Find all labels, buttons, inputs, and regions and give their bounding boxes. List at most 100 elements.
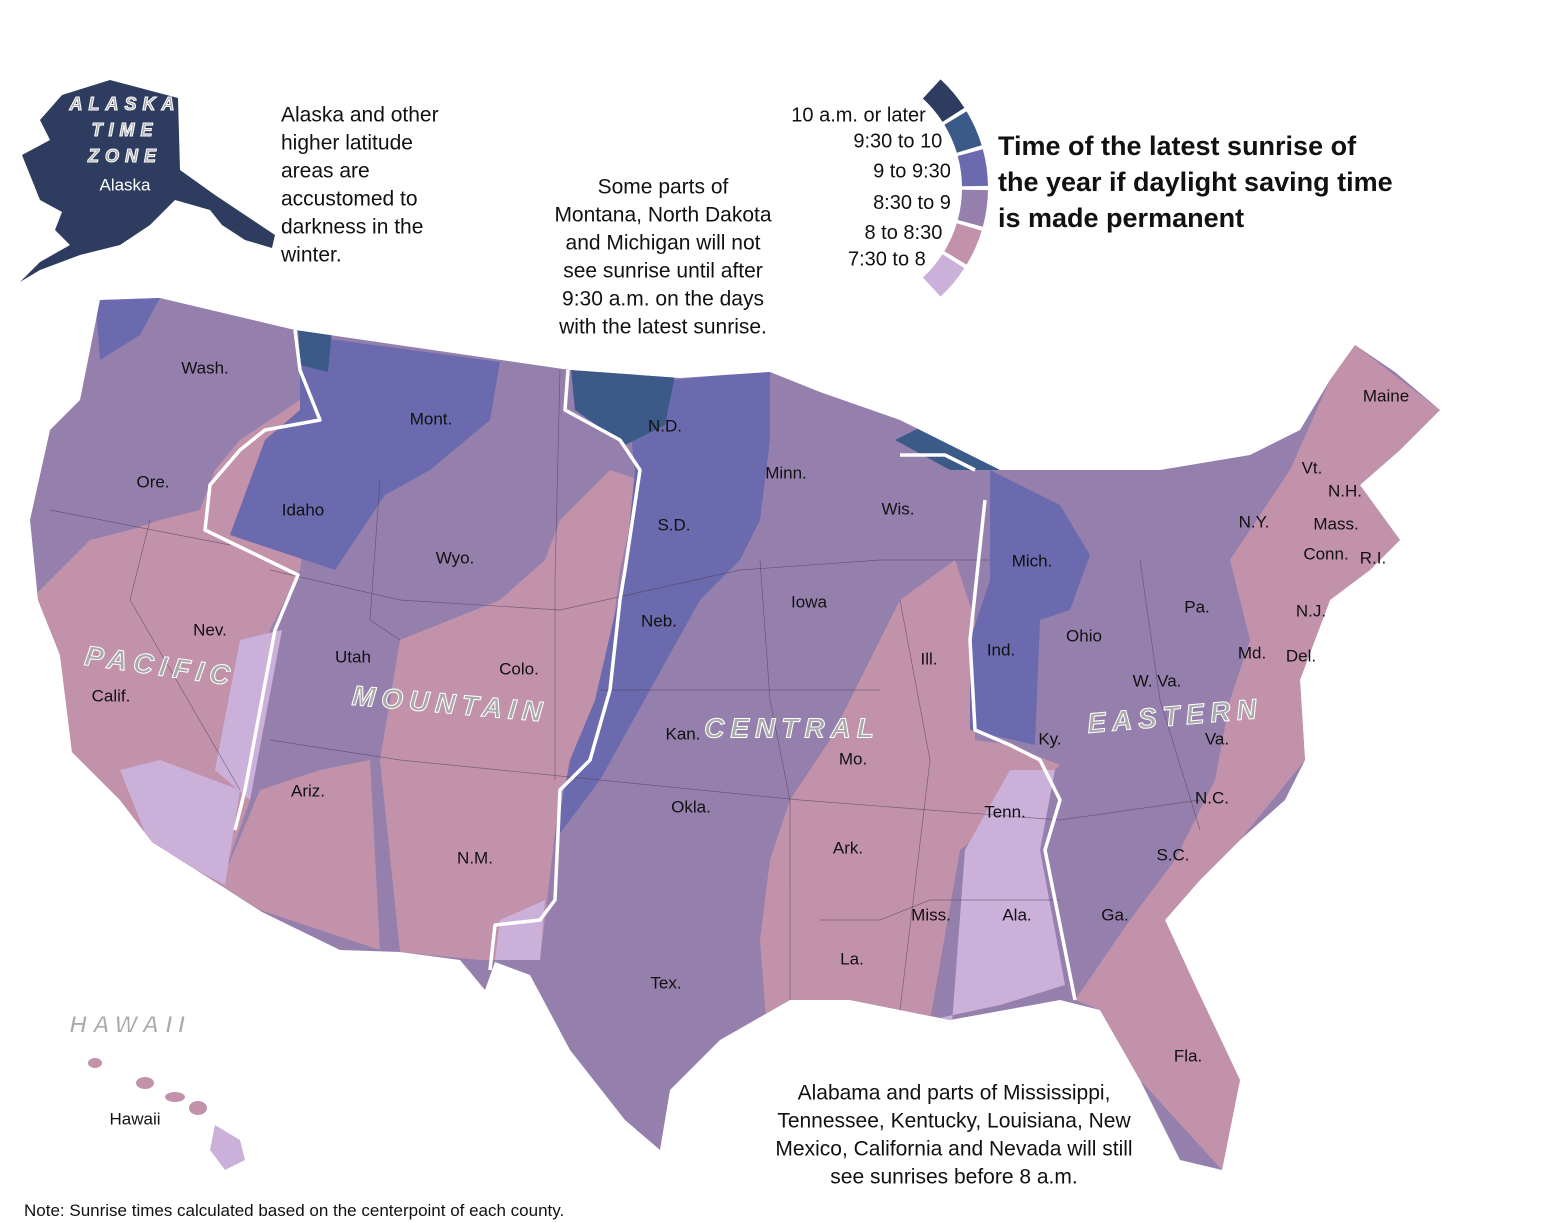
title: Time of the latest sunrise of the year i…: [998, 131, 1393, 233]
state-label: Kan.: [666, 724, 701, 743]
state-label: Minn.: [765, 463, 807, 482]
annotation: see sunrises before 8 a.m.: [830, 1166, 1077, 1189]
state-label: N.J.: [1296, 601, 1326, 620]
state-label: Miss.: [911, 905, 951, 924]
region: [1075, 345, 1440, 1170]
legend-swatch: [922, 254, 965, 297]
annotation: Some parts of: [598, 176, 729, 199]
island: [210, 1125, 245, 1170]
state-label: S.C.: [1156, 845, 1189, 864]
state-label: Wis.: [881, 499, 914, 518]
time-zone-border: [488, 369, 642, 971]
region: [570, 360, 675, 445]
region: [495, 900, 545, 960]
annotation: and Michigan will not: [566, 232, 761, 255]
region: [895, 420, 1000, 470]
state-label: Ariz.: [291, 781, 325, 800]
state-border: [269, 739, 1201, 821]
legend-swatch: [944, 111, 982, 153]
state-label: Ohio: [1066, 626, 1102, 645]
region: [230, 335, 500, 570]
annotation: darkness in the: [281, 216, 423, 239]
state-label: Utah: [335, 647, 371, 666]
state-label: Mass.: [1313, 514, 1358, 533]
hawaii: HAWAII Hawaii: [69, 1011, 245, 1170]
annotation: accustomed to: [281, 188, 418, 211]
state-label: Neb.: [641, 611, 677, 630]
zone-label: HAWAII: [69, 1011, 190, 1038]
state-border: [899, 599, 931, 1011]
zone-label: ALASKA: [69, 94, 181, 114]
legend-label: 8:30 to 9: [873, 192, 951, 214]
annotation: areas are: [281, 160, 370, 183]
state-label: Vt.: [1302, 458, 1323, 477]
state-label: Ind.: [987, 640, 1015, 659]
title-line: Time of the latest sunrise of: [998, 131, 1357, 161]
annotation: see sunrise until after: [563, 260, 763, 283]
annotation: Mexico, California and Nevada will still: [775, 1138, 1132, 1161]
legend-label: 10 a.m. or later: [791, 104, 926, 126]
state-border: [820, 899, 1060, 921]
region: [215, 630, 282, 800]
state-label: La.: [840, 949, 864, 968]
zone-label: TIME: [92, 120, 159, 140]
state-label: Nev.: [193, 620, 227, 639]
state-border: [49, 509, 231, 546]
island: [88, 1058, 102, 1068]
state-label: R.I.: [1360, 548, 1386, 567]
legend: 10 a.m. or later 9:30 to 10 9 to 9:30 8:30 …: [791, 79, 988, 297]
annotations: Alaska and other higher latitude areas are…: [280, 104, 1133, 1189]
legend-swatch: [944, 223, 982, 265]
island: [189, 1101, 207, 1115]
annotation: Tennessee, Kentucky, Louisiana, New: [777, 1110, 1131, 1133]
region: [970, 470, 1090, 745]
state-label: N.H.: [1328, 481, 1362, 500]
region: [120, 760, 240, 885]
title-line: is made permanent: [998, 203, 1244, 233]
state-label: Iowa: [791, 592, 827, 611]
annotation: Alaska and other: [281, 104, 439, 127]
state-label: W. Va.: [1133, 671, 1182, 690]
state-label: S.D.: [657, 515, 690, 534]
annotation: with the latest sunrise.: [558, 316, 767, 339]
state-label: Fla.: [1174, 1046, 1202, 1065]
state-label: Mo.: [839, 749, 867, 768]
state-border: [554, 369, 561, 780]
island: [136, 1077, 154, 1089]
region: [220, 760, 380, 950]
state-label: Ark.: [833, 838, 863, 857]
legend-label: 8 to 8:30: [864, 222, 942, 244]
legend-swatch: [922, 79, 965, 122]
alaska-shape: [20, 80, 275, 282]
annotation: Alabama and parts of Mississippi,: [798, 1082, 1111, 1105]
state-labels: Wash. Ore. Calif. Nev. Idaho Mont. Wyo. …: [92, 358, 1410, 1065]
state-label: N.Y.: [1239, 512, 1270, 531]
legend-label: 9 to 9:30: [873, 161, 951, 183]
state-label: Va.: [1205, 729, 1229, 748]
state-border: [759, 559, 791, 1000]
annotation: 9:30 a.m. on the days: [562, 288, 764, 311]
state-label: Mich.: [1012, 551, 1053, 570]
state-border: [269, 559, 990, 611]
state-label: Ore.: [136, 472, 169, 491]
region: [95, 298, 160, 360]
state-label: Ky.: [1038, 729, 1061, 748]
legend-swatch: [957, 189, 988, 227]
state-label: Colo.: [499, 659, 539, 678]
zone-label: ZONE: [87, 146, 162, 166]
region: [298, 325, 332, 372]
annotation: higher latitude: [281, 132, 413, 155]
state-label: Okla.: [671, 797, 711, 816]
state-label: Md.: [1238, 643, 1266, 662]
state-label: Tenn.: [984, 802, 1026, 821]
state-label: Conn.: [1303, 544, 1348, 563]
region: [890, 770, 1065, 1050]
state-label: Ill.: [921, 649, 938, 668]
time-zone-border: [968, 499, 1077, 1001]
state-label: Hawaii: [109, 1109, 160, 1128]
state-border: [369, 479, 401, 641]
state-border: [1139, 559, 1201, 831]
state-label: Wash.: [181, 358, 229, 377]
state-label: Maine: [1363, 386, 1409, 405]
